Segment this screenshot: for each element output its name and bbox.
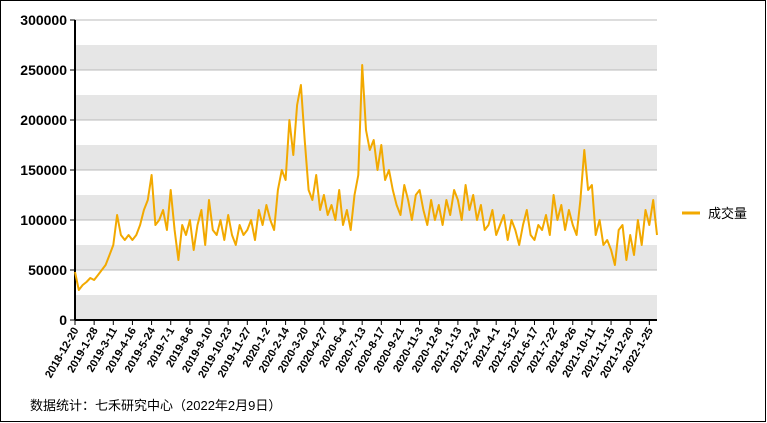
series-line xyxy=(74,64,658,291)
source-note: 数据统计：七禾研究中心（2022年2月9日） xyxy=(30,398,281,413)
y-tick-label: 150000 xyxy=(20,162,67,178)
y-tick-label: 250000 xyxy=(20,62,67,78)
y-tick-label: 200000 xyxy=(20,112,67,128)
grid-band xyxy=(75,245,657,270)
y-tick-label: 50000 xyxy=(28,262,67,278)
y-tick-label: 0 xyxy=(59,312,67,328)
y-tick-label: 300000 xyxy=(20,12,67,28)
grid-band xyxy=(75,45,657,70)
grid-band xyxy=(75,295,657,320)
legend-label: 成交量 xyxy=(708,206,747,221)
grid-band xyxy=(75,145,657,170)
y-tick-label: 100000 xyxy=(20,212,67,228)
